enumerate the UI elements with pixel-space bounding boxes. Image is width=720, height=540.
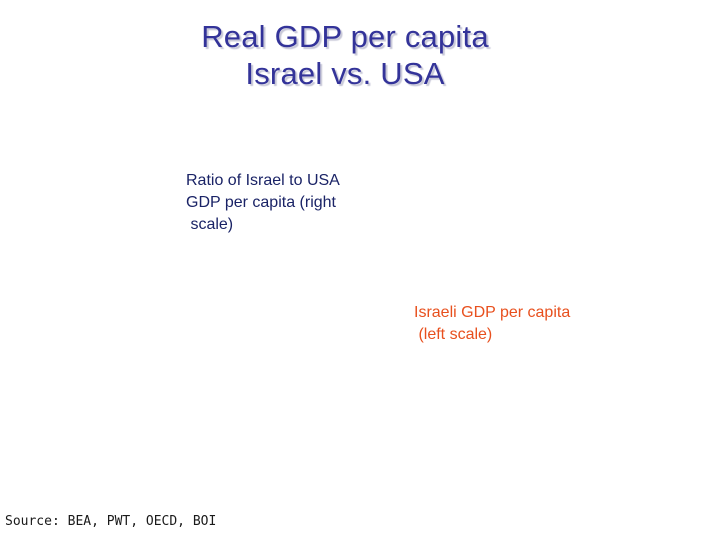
ratio-series-annotation: Ratio of Israel to USA GDP per capita (r…	[186, 172, 340, 233]
chart-title-line-1: Real GDP per capita	[201, 19, 489, 54]
source-note: Source: BEA, PWT, OECD, BOI	[5, 514, 217, 529]
chart-title: Real GDP per capita Israel vs. USA	[150, 18, 540, 92]
chart-title-line-2: Israel vs. USA	[245, 56, 445, 91]
plot-area	[110, 110, 650, 480]
israeli-gdp-series-annotation: Israeli GDP per capita (left scale)	[414, 304, 571, 343]
